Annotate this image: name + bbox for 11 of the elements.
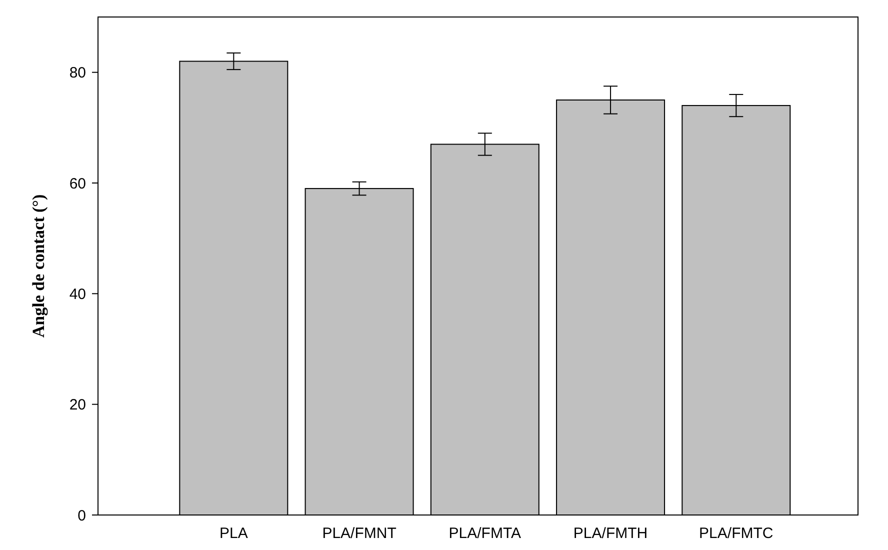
y-tick-label: 40 bbox=[69, 286, 86, 303]
y-tick-label: 60 bbox=[69, 175, 86, 192]
x-tick-label: PLA/FMTH bbox=[573, 525, 648, 542]
x-tick-label: PLA/FMTA bbox=[448, 525, 522, 542]
y-tick-label: 80 bbox=[69, 64, 86, 82]
x-tick-label: PLA/FMTC bbox=[699, 525, 774, 542]
y-tick-label: 20 bbox=[69, 396, 86, 414]
y-tick-label: 0 bbox=[78, 507, 86, 524]
x-tick-label: PLA/FMNT bbox=[322, 525, 396, 542]
y-axis-title: Angle de contact (°) bbox=[29, 194, 48, 338]
x-tick-label: PLA bbox=[219, 525, 248, 542]
